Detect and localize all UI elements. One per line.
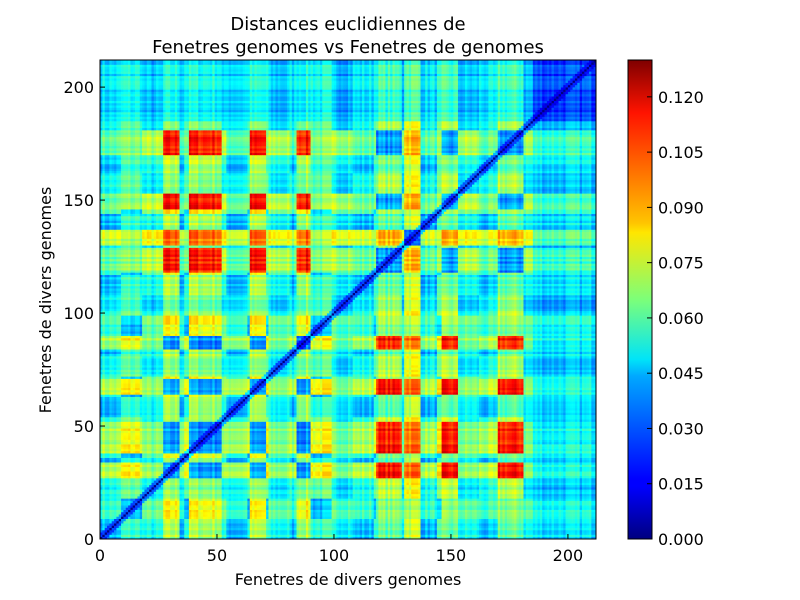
colorbar-tick-label: 0.075	[658, 254, 704, 273]
chart-title-line-2: Fenetres genomes vs Fenetres de genomes	[152, 37, 544, 58]
x-tick-label: 150	[436, 546, 467, 565]
y-tick-label: 50	[74, 417, 94, 436]
colorbar-tick-label: 0.000	[658, 530, 704, 549]
y-axis-label: Fenetres de divers genomes	[36, 187, 55, 414]
colorbar-ticks: 0.000 0.015 0.030 0.045 0.060 0.075 0.090 0.105…	[647, 88, 704, 549]
x-tick-label: 200	[553, 546, 584, 565]
x-tick-label: 100	[319, 546, 350, 565]
colorbar	[628, 60, 652, 539]
colorbar-tick-label: 0.030	[658, 419, 704, 438]
x-axis-label: Fenetres de divers genomes	[235, 570, 462, 589]
y-tick-label: 150	[63, 191, 94, 210]
colorbar-tick-label: 0.090	[658, 198, 704, 217]
colorbar-tick-label: 0.120	[658, 88, 704, 107]
heatmap-cells	[100, 60, 596, 539]
colorbar-tick-label: 0.045	[658, 364, 704, 383]
x-tick-label: 50	[207, 546, 227, 565]
colorbar-tick-label: 0.060	[658, 309, 704, 328]
colorbar-tick-label: 0.015	[658, 475, 704, 494]
y-tick-label: 0	[84, 530, 94, 549]
x-tick-label: 0	[95, 546, 105, 565]
colorbar-tick-label: 0.105	[658, 143, 704, 162]
y-tick-label: 100	[63, 304, 94, 323]
chart-title-line-1: Distances euclidiennes de	[230, 14, 465, 35]
y-axis: 0 50 100 150 200	[63, 78, 105, 549]
y-tick-label: 200	[63, 78, 94, 97]
